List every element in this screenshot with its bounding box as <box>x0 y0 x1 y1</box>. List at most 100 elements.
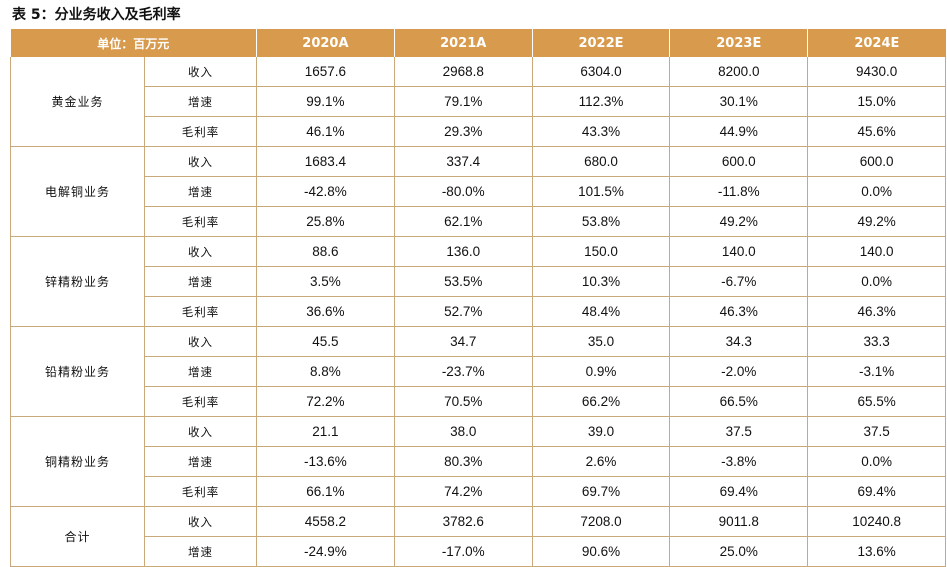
table-row: 毛利率 66.1% 74.2% 69.7% 69.4% 69.4% <box>11 476 946 507</box>
value-cell: -80.0% <box>393 176 533 207</box>
year-header: 2024E <box>807 29 946 57</box>
value-cell: 140.0 <box>807 236 946 267</box>
value-cell: 8.8% <box>256 356 395 387</box>
segment-label: 黄金业务 <box>10 57 145 147</box>
year-header: 2022E <box>532 29 671 57</box>
value-cell: 3782.6 <box>393 506 533 537</box>
value-cell: 46.3% <box>669 296 809 327</box>
metric-label: 增速 <box>143 536 258 567</box>
table-title: 表 5：分业务收入及毛利率 <box>12 7 181 23</box>
value-cell: 66.5% <box>669 386 809 417</box>
value-cell: -11.8% <box>669 176 809 207</box>
value-cell: -23.7% <box>393 356 533 387</box>
value-cell: -6.7% <box>669 266 809 297</box>
value-cell: -42.8% <box>256 176 395 207</box>
segment-label: 锌精粉业务 <box>10 236 145 327</box>
table-row: 毛利率 36.6% 52.7% 48.4% 46.3% 46.3% <box>11 296 946 327</box>
value-cell: 2968.8 <box>393 57 533 87</box>
value-cell: 1657.6 <box>256 57 395 87</box>
metric-label: 收入 <box>143 146 258 177</box>
value-cell: 37.5 <box>807 416 946 447</box>
value-cell: 37.5 <box>669 416 809 447</box>
value-cell: -3.1% <box>807 356 946 387</box>
value-cell: 45.5 <box>256 326 395 357</box>
value-cell: 30.1% <box>669 86 809 117</box>
metric-label: 毛利率 <box>143 296 258 327</box>
table-row: 增速 99.1% 79.1% 112.3% 30.1% 15.0% <box>11 86 946 117</box>
metric-label: 收入 <box>143 416 258 447</box>
value-cell: 65.5% <box>807 386 946 417</box>
value-cell: 66.1% <box>256 476 395 507</box>
value-cell: 69.7% <box>531 476 671 507</box>
year-header: 2023E <box>669 29 809 57</box>
table-row: 毛利率 25.8% 62.1% 53.8% 49.2% 49.2% <box>11 206 946 237</box>
value-cell: 36.6% <box>256 296 395 327</box>
value-cell: 600.0 <box>807 146 946 177</box>
year-header: 2021A <box>394 29 533 57</box>
table-row: 增速 -42.8% -80.0% 101.5% -11.8% 0.0% <box>11 176 946 207</box>
metric-label: 增速 <box>143 356 258 387</box>
metric-label: 毛利率 <box>143 116 258 147</box>
value-cell: 10240.8 <box>807 506 946 537</box>
value-cell: 69.4% <box>807 476 946 507</box>
table-row: 增速 -24.9% -17.0% 90.6% 25.0% 13.6% <box>11 536 946 567</box>
value-cell: 49.2% <box>669 206 809 237</box>
value-cell: 10.3% <box>531 266 671 297</box>
value-cell: 0.0% <box>807 446 946 477</box>
metric-label: 毛利率 <box>143 206 258 237</box>
value-cell: 38.0 <box>393 416 533 447</box>
value-cell: 1683.4 <box>256 146 395 177</box>
value-cell: 337.4 <box>393 146 533 177</box>
unit-header: 单位：百万元 <box>10 29 258 57</box>
table-row: 增速 -13.6% 80.3% 2.6% -3.8% 0.0% <box>11 446 946 477</box>
value-cell: 39.0 <box>531 416 671 447</box>
value-cell: 150.0 <box>531 236 671 267</box>
metric-label: 收入 <box>143 506 258 537</box>
value-cell: -3.8% <box>669 446 809 477</box>
value-cell: 600.0 <box>669 146 809 177</box>
value-cell: 9430.0 <box>807 57 946 87</box>
metric-label: 增速 <box>143 266 258 297</box>
value-cell: -2.0% <box>669 356 809 387</box>
metric-label: 增速 <box>143 176 258 207</box>
value-cell: 9011.8 <box>669 506 809 537</box>
value-cell: -24.9% <box>256 536 395 567</box>
value-cell: 6304.0 <box>531 57 671 87</box>
table-row: 毛利率 72.2% 70.5% 66.2% 66.5% 65.5% <box>11 386 946 417</box>
table-row: 锌精粉业务 收入 88.6 136.0 150.0 140.0 140.0 <box>10 236 946 327</box>
value-cell: 25.8% <box>256 206 395 237</box>
financial-table: 单位：百万元 2020A 2021A 2022E 2023E 2024E 黄金业… <box>10 29 946 567</box>
value-cell: -13.6% <box>256 446 395 477</box>
metric-label: 收入 <box>143 326 258 357</box>
value-cell: 53.5% <box>393 266 533 297</box>
value-cell: 88.6 <box>256 236 395 267</box>
value-cell: -17.0% <box>393 536 533 567</box>
table-row: 铅精粉业务 收入 45.5 34.7 35.0 34.3 33.3 <box>10 326 946 417</box>
table-row: 合计 收入 4558.2 3782.6 7208.0 9011.8 10240.8 <box>10 506 946 567</box>
metric-label: 收入 <box>143 57 258 87</box>
segment-label: 合计 <box>10 506 145 567</box>
value-cell: 53.8% <box>531 206 671 237</box>
value-cell: 3.5% <box>256 266 395 297</box>
value-cell: 80.3% <box>393 446 533 477</box>
table-body: 黄金业务 收入 1657.6 2968.8 6304.0 8200.0 9430.0 增速 99… <box>10 57 946 567</box>
value-cell: 33.3 <box>807 326 946 357</box>
value-cell: 69.4% <box>669 476 809 507</box>
metric-label: 毛利率 <box>143 476 258 507</box>
value-cell: 0.0% <box>807 266 946 297</box>
value-cell: 21.1 <box>256 416 395 447</box>
value-cell: 35.0 <box>531 326 671 357</box>
value-cell: 101.5% <box>531 176 671 207</box>
table-row: 毛利率 46.1% 29.3% 43.3% 44.9% 45.6% <box>11 116 946 147</box>
value-cell: 48.4% <box>531 296 671 327</box>
value-cell: 79.1% <box>393 86 533 117</box>
value-cell: 136.0 <box>393 236 533 267</box>
value-cell: 44.9% <box>669 116 809 147</box>
value-cell: 140.0 <box>669 236 809 267</box>
metric-label: 增速 <box>143 86 258 117</box>
table-row: 黄金业务 收入 1657.6 2968.8 6304.0 8200.0 9430.0 <box>10 57 946 147</box>
value-cell: 2.6% <box>531 446 671 477</box>
value-cell: 8200.0 <box>669 57 809 87</box>
value-cell: 90.6% <box>531 536 671 567</box>
year-header: 2020A <box>256 29 395 57</box>
